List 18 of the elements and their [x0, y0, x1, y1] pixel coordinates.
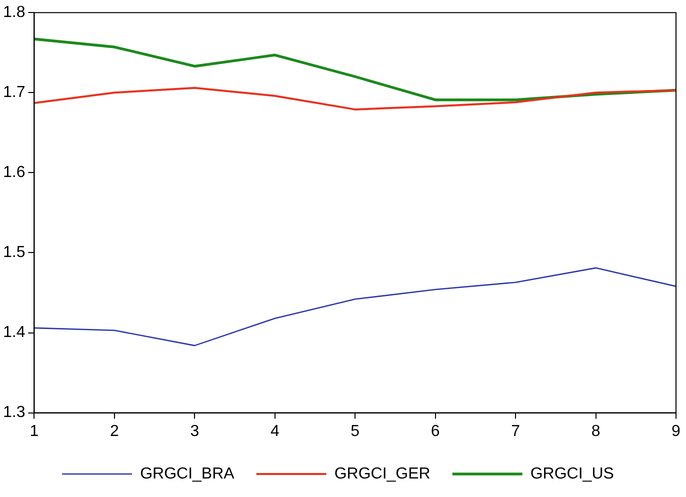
y-tick-label: 1.6	[2, 164, 26, 182]
y-tick-label: 1.3	[2, 404, 26, 422]
x-tick-label: 4	[270, 422, 280, 440]
legend-label: GRGCI_GER	[334, 465, 430, 482]
y-tick-label: 1.8	[2, 4, 26, 22]
y-tick-label: 1.4	[2, 324, 26, 342]
y-tick-label: 1.7	[2, 84, 26, 102]
y-tick-label: 1.5	[2, 244, 26, 262]
x-tick-label: 2	[110, 422, 120, 440]
x-tick-label: 7	[511, 422, 520, 440]
x-tick-label: 8	[591, 422, 600, 440]
x-tick-label: 1	[30, 422, 39, 440]
legend-label: GRGCI_US	[530, 465, 614, 482]
x-tick-label: 3	[190, 422, 200, 440]
x-tick-label: 5	[350, 422, 360, 440]
x-tick-label: 6	[430, 422, 440, 440]
legend-label: GRGCI_BRA	[140, 465, 235, 482]
x-tick-label: 9	[672, 422, 681, 440]
